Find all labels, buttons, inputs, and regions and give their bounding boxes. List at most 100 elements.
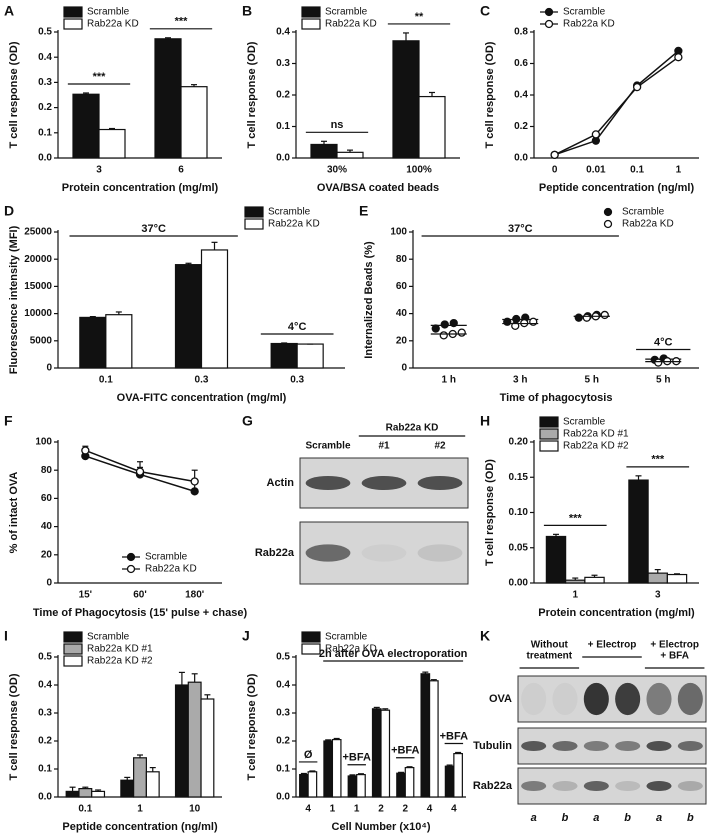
point xyxy=(574,313,583,322)
bar xyxy=(174,684,189,798)
band xyxy=(583,682,609,716)
legend-label: Scramble xyxy=(87,632,130,643)
legend-swatch xyxy=(539,416,559,428)
panel-letter: E xyxy=(359,203,368,219)
band xyxy=(361,544,407,562)
y-tick-label: 0.2 xyxy=(38,736,52,747)
y-tick-label: 0.1 xyxy=(38,127,52,138)
x-axis-label: Cell Number (x10⁴) xyxy=(332,821,431,833)
y-tick-label: 0.00 xyxy=(509,578,529,589)
legend-swatch xyxy=(301,18,321,30)
bar xyxy=(78,787,93,798)
bar xyxy=(420,673,431,798)
y-tick-label: 20000 xyxy=(24,254,52,265)
y-tick-label: 25000 xyxy=(24,227,52,238)
lane-label: b xyxy=(624,812,631,824)
legend-swatch xyxy=(301,643,321,655)
band xyxy=(361,476,407,490)
annotation: *** xyxy=(569,512,583,524)
point xyxy=(431,324,440,333)
x-tick-label: 1 xyxy=(354,804,360,815)
y-tick-label: 60 xyxy=(396,281,408,292)
y-tick-label: 0.0 xyxy=(514,153,528,164)
legend-label: Rab22a KD xyxy=(563,19,615,30)
x-tick-label: 60' xyxy=(133,590,147,601)
bar xyxy=(666,573,688,584)
legend-label: Scramble xyxy=(325,632,368,643)
x-tick-label: 4 xyxy=(451,804,457,815)
bar xyxy=(444,765,455,798)
band xyxy=(552,740,578,752)
lane-label: a xyxy=(656,812,662,824)
y-tick-label: 0 xyxy=(46,578,52,589)
bar xyxy=(79,316,107,369)
panel-letter: G xyxy=(242,413,253,429)
annotation: +BFA xyxy=(342,752,370,764)
annotation: ns xyxy=(331,119,344,131)
y-tick-label: 80 xyxy=(396,254,408,265)
blot-row-label: Rab22a xyxy=(255,547,295,559)
band xyxy=(646,780,672,792)
legend-swatch xyxy=(63,6,83,18)
y-axis-label: T cell response (OD) xyxy=(484,459,496,566)
band xyxy=(417,476,463,490)
y-tick-label: 0.2 xyxy=(276,90,290,101)
line xyxy=(554,50,679,156)
y-tick-label: 40 xyxy=(41,521,53,532)
panel-letter: D xyxy=(4,203,14,219)
annotation: +BFA xyxy=(440,730,468,742)
panel-letter: C xyxy=(480,3,490,19)
legend-label: Rab22a KD xyxy=(145,564,197,575)
lane-label: b xyxy=(562,812,569,824)
y-tick-label: 0.3 xyxy=(276,708,290,719)
bar xyxy=(133,757,147,798)
band xyxy=(677,682,703,716)
y-axis-label: Internalized Beads (%) xyxy=(363,241,375,359)
bar xyxy=(105,314,133,369)
legend-swatch xyxy=(63,643,83,655)
point xyxy=(674,53,683,62)
x-tick-label: 180' xyxy=(185,590,204,601)
annotation: 37°C xyxy=(141,223,166,235)
band xyxy=(305,544,351,562)
bar xyxy=(91,790,106,798)
x-tick-label: 5 h xyxy=(656,375,670,386)
band xyxy=(646,740,672,752)
legend-label: Rab22a KD xyxy=(268,219,320,230)
legend-label: Rab22a KD xyxy=(325,644,377,655)
group-label: + Electrop xyxy=(588,640,637,651)
bar xyxy=(371,708,382,798)
blot xyxy=(517,767,707,805)
x-tick-label: 3 xyxy=(96,165,102,176)
x-tick-label: 4 xyxy=(427,804,433,815)
point xyxy=(190,487,199,496)
blot-row-label: Actin xyxy=(267,477,295,489)
x-tick-label: 15' xyxy=(79,590,93,601)
blot-row-label: OVA xyxy=(489,693,512,705)
y-tick-label: 0.3 xyxy=(38,77,52,88)
y-tick-label: 0.8 xyxy=(514,27,528,38)
y-tick-label: 0.0 xyxy=(38,792,52,803)
x-tick-label: 3 h xyxy=(513,375,527,386)
legend-label: Scramble xyxy=(622,207,665,218)
bar xyxy=(428,680,439,798)
band xyxy=(552,780,578,792)
bar xyxy=(307,771,318,798)
x-tick-label: 0.01 xyxy=(586,165,606,176)
legend-marker xyxy=(544,7,554,17)
annotation: *** xyxy=(93,71,107,83)
x-tick-label: 30% xyxy=(327,165,347,176)
y-tick-label: 0.1 xyxy=(38,764,52,775)
y-tick-label: 20 xyxy=(396,335,408,346)
x-tick-label: 5 h xyxy=(585,375,599,386)
x-tick-label: 0.1 xyxy=(630,165,644,176)
bar xyxy=(647,572,668,584)
bar xyxy=(331,738,342,798)
lane-label: #2 xyxy=(434,441,446,452)
bar xyxy=(310,143,338,159)
point xyxy=(582,313,591,322)
legend-swatch xyxy=(539,428,559,440)
legend-swatch xyxy=(63,18,83,30)
bar xyxy=(404,766,415,798)
